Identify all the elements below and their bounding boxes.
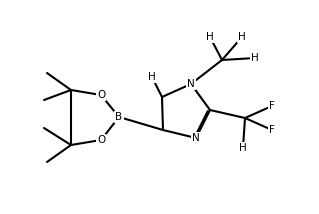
Text: B: B (115, 112, 122, 122)
Text: N: N (192, 133, 200, 143)
Text: O: O (97, 90, 105, 100)
Text: N: N (187, 79, 195, 89)
Text: H: H (239, 143, 247, 153)
Text: O: O (97, 135, 105, 145)
Text: H: H (206, 32, 214, 42)
Text: F: F (269, 101, 275, 111)
Text: F: F (269, 125, 275, 135)
Text: H: H (148, 72, 156, 82)
Text: H: H (251, 53, 259, 63)
Text: H: H (238, 32, 246, 42)
